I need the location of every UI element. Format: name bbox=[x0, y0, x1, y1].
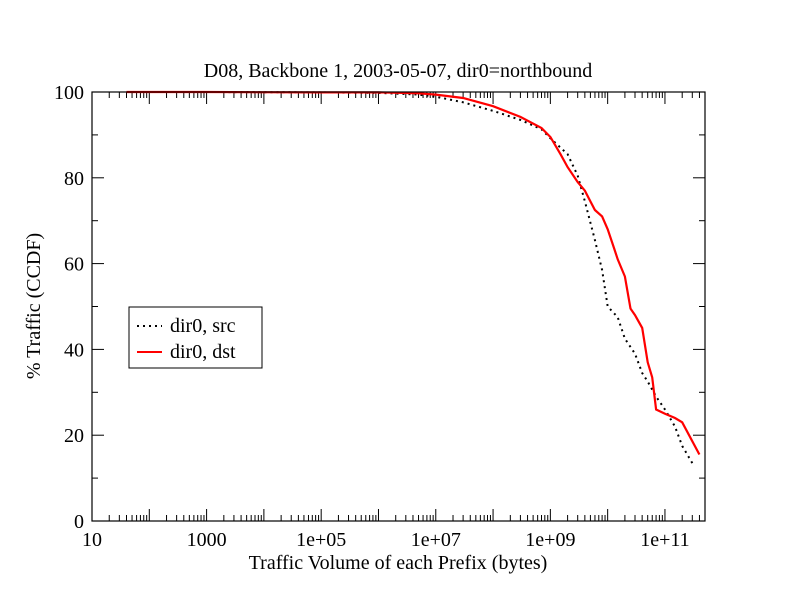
series-lines bbox=[126, 90, 701, 464]
series-line-2 bbox=[126, 90, 701, 456]
legend-label-1: dir0, src bbox=[170, 315, 236, 337]
x-tick-label: 1e+09 bbox=[525, 529, 575, 551]
legend-box bbox=[128, 306, 263, 369]
chart-title: D08, Backbone 1, 2003-05-07, dir0=northb… bbox=[204, 60, 592, 82]
x-axis-label: Traffic Volume of each Prefix (bytes) bbox=[249, 552, 548, 574]
y-axis-label: % Traffic (CCDF) bbox=[23, 233, 45, 379]
y-tick-label: 40 bbox=[64, 339, 84, 361]
legend: dir0, src dir0, dst bbox=[128, 306, 263, 369]
x-tick-label: 1e+11 bbox=[640, 529, 689, 551]
x-tick-label: 1000 bbox=[187, 529, 227, 551]
x-tick-label: 10 bbox=[82, 529, 102, 551]
plot-frame bbox=[91, 91, 706, 522]
y-tick-label: 60 bbox=[64, 254, 84, 276]
x-tick-label: 1e+05 bbox=[296, 529, 346, 551]
y-tick-label: 0 bbox=[74, 511, 84, 533]
axis-tick-labels: 10 1000 1e+05 1e+07 1e+09 1e+11 0 20 40 60 80 100 bbox=[54, 82, 690, 551]
legend-label-2: dir0, dst bbox=[170, 341, 236, 363]
x-tick-label: 1e+07 bbox=[411, 529, 461, 551]
y-tick-label: 20 bbox=[64, 425, 84, 447]
y-tick-label: 100 bbox=[54, 82, 84, 104]
axis-ticks bbox=[91, 91, 706, 522]
y-tick-label: 80 bbox=[64, 168, 84, 190]
